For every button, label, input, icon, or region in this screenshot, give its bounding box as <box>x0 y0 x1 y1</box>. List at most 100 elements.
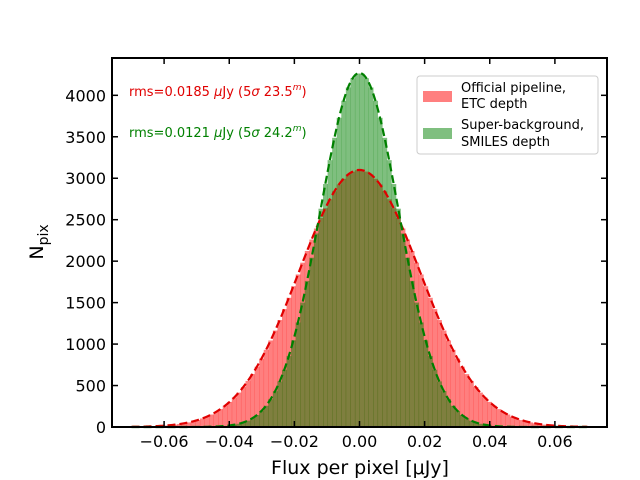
hist-bar-super <box>446 399 451 427</box>
hist-bar-official <box>491 405 497 427</box>
hist-bar-super <box>359 73 365 427</box>
annotation-rms-super-prefix: rms=0.0121 <box>129 126 214 141</box>
hist-bar-super <box>263 405 269 427</box>
y-tick-label: 2000 <box>65 252 106 271</box>
rms-annotations: rms=0.0185 μJy (5σ 23.5m) rms=0.0121 μJy… <box>129 83 307 141</box>
hist-bar-super <box>350 78 356 427</box>
hist-bar-super <box>341 100 347 428</box>
x-tick-label: −0.06 <box>140 432 189 451</box>
hist-bar-super <box>281 369 287 427</box>
annotation-rms-official-prefix: rms=0.0185 <box>129 85 214 100</box>
hist-bar-super <box>468 420 474 427</box>
hist-bar-official <box>441 330 447 427</box>
x-tick-label: 0.02 <box>407 432 443 451</box>
hist-bar-super <box>400 233 406 427</box>
x-tick-label: 0.00 <box>342 432 378 451</box>
hist-bar-official <box>473 387 479 427</box>
hist-bar-official <box>446 340 451 427</box>
hist-bar-official <box>227 401 233 427</box>
x-tick-label: −0.02 <box>270 432 319 451</box>
hist-bar-official <box>496 409 502 427</box>
legend-swatch-super <box>423 128 452 139</box>
hist-bar-super <box>345 87 351 427</box>
annotation-rms-official-close: ) <box>301 85 306 100</box>
hist-bar-super <box>304 280 310 427</box>
hist-bar-official <box>541 424 547 427</box>
hist-bar-super <box>250 418 255 427</box>
hist-bar-official <box>222 405 228 427</box>
hist-bar-super <box>409 280 415 427</box>
hist-bar-super <box>437 381 442 427</box>
hist-bar-super <box>231 424 237 427</box>
hist-bar-official <box>505 414 511 427</box>
annotation-rms-official: rms=0.0185 μJy (5σ 23.5m) <box>129 83 307 100</box>
hist-bar-super <box>245 420 251 427</box>
hist-bar-official <box>509 416 515 427</box>
x-axis-label: Flux per pixel [μJy] <box>271 457 449 479</box>
hist-bar-super <box>259 410 265 427</box>
legend-label-official-line1: Official pipeline, <box>461 81 566 96</box>
hist-bar-official <box>254 366 260 427</box>
hist-bar-super <box>450 405 456 427</box>
hist-bar-official <box>464 374 470 427</box>
hist-bar-super <box>455 410 461 427</box>
x-tick-label: 0.04 <box>472 432 508 451</box>
y-tick-label: 4000 <box>65 86 106 105</box>
hist-bar-official <box>240 387 246 427</box>
hist-bar-super <box>291 340 296 427</box>
hist-bar-super <box>473 422 479 427</box>
hist-bar-super <box>268 399 274 427</box>
y-tick-label: 1000 <box>65 335 106 354</box>
x-axis-ticks: −0.06 −0.04 −0.02 0.00 0.02 0.04 0.06 <box>140 58 573 451</box>
hist-bar-super <box>313 233 319 427</box>
annotation-rms-official-sigma: σ <box>251 85 260 100</box>
y-tick-label: 2500 <box>65 211 106 230</box>
hist-bar-official <box>209 414 214 427</box>
hist-bar-official <box>218 409 224 427</box>
hist-bar-super <box>418 322 424 427</box>
hist-bar-official <box>177 424 182 427</box>
hist-bar-official <box>459 366 465 427</box>
hist-bar-super <box>414 302 420 427</box>
hist-bar-super <box>309 257 315 427</box>
hist-bar-official <box>204 416 210 427</box>
annotation-rms-super-mag: 24.2 <box>260 126 293 141</box>
hist-bar-super <box>286 356 292 427</box>
annotation-rms-super-close: ) <box>301 126 306 141</box>
hist-bar-official <box>478 392 483 427</box>
annotation-rms-super-sigma: σ <box>251 126 260 141</box>
hist-bar-super <box>272 391 278 427</box>
legend-frame <box>416 75 599 155</box>
y-tick-label: 1500 <box>65 294 106 313</box>
y-tick-label: 0 <box>96 418 106 437</box>
hist-bar-official <box>268 340 274 427</box>
hist-bar-official <box>455 358 461 427</box>
hist-bar-super <box>295 322 301 427</box>
hist-bar-super <box>405 257 410 427</box>
x-tick-label: 0.06 <box>537 432 573 451</box>
annotation-rms-super: rms=0.0121 μJy (5σ 24.2m) <box>129 124 307 141</box>
hist-bar-super <box>368 87 374 427</box>
hist-bar-super <box>432 369 438 427</box>
y-tick-label: 500 <box>75 377 106 396</box>
hist-bar-super <box>464 418 470 427</box>
annotation-rms-official-unit: Jy (5 <box>221 85 251 100</box>
hist-bar-super <box>382 137 388 427</box>
hist-bar-super <box>441 391 447 427</box>
annotation-rms-official-mu: μ <box>213 85 222 100</box>
hist-bar-official <box>468 380 474 427</box>
hist-bar-super <box>373 100 379 428</box>
hist-bar-official <box>537 424 543 427</box>
hist-bar-super <box>423 340 429 427</box>
y-axis-label-sub: pix <box>36 224 52 245</box>
hist-bar-super <box>277 381 283 427</box>
hist-bar-super <box>336 117 342 427</box>
hist-bar-official <box>277 320 283 427</box>
hist-bar-official <box>528 422 534 427</box>
hist-bar-super <box>332 137 338 427</box>
hist-bar-official <box>514 418 520 427</box>
hist-bar-super <box>318 208 324 427</box>
hist-bar-super <box>300 302 306 427</box>
y-tick-label: 3500 <box>65 128 106 147</box>
